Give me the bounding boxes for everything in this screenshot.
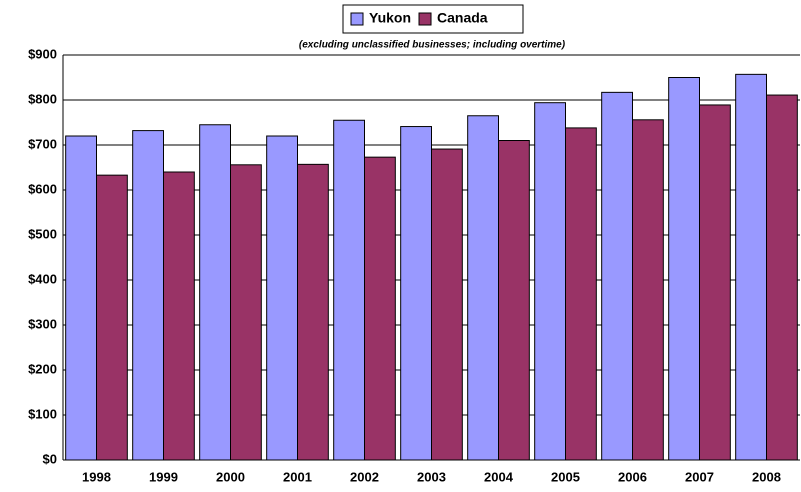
x-tick-label: 1999 [149, 469, 178, 484]
bar [96, 174, 128, 461]
x-tick-label: 2005 [551, 469, 580, 484]
bar [735, 73, 767, 461]
bar [668, 77, 700, 461]
legend-swatch [350, 12, 364, 26]
bar [400, 126, 432, 461]
y-tick-label: $900 [28, 46, 57, 61]
bar [766, 94, 798, 461]
bar [699, 104, 731, 461]
y-tick-label: $800 [28, 91, 57, 106]
bar [632, 119, 664, 461]
legend-label: Yukon [369, 10, 411, 26]
y-tick-label: $600 [28, 181, 57, 196]
bar [266, 135, 298, 461]
x-tick-label: 2008 [752, 469, 781, 484]
legend-swatch [418, 12, 432, 26]
y-tick-label: $100 [28, 406, 57, 421]
x-tick-label: 2001 [283, 469, 312, 484]
bar [199, 124, 231, 461]
bar [565, 127, 597, 461]
x-tick-label: 1998 [82, 469, 111, 484]
bar [498, 140, 530, 461]
x-tick-label: 2006 [618, 469, 647, 484]
y-tick-label: $700 [28, 136, 57, 151]
legend-box [342, 4, 524, 34]
x-tick-label: 2000 [216, 469, 245, 484]
x-tick-label: 2007 [685, 469, 714, 484]
y-tick-label: $200 [28, 361, 57, 376]
bar [534, 102, 566, 461]
bar [333, 119, 365, 461]
y-tick-label: $0 [43, 451, 57, 466]
bar [230, 164, 262, 461]
legend-label: Canada [437, 10, 488, 26]
bar [467, 115, 499, 461]
bar [65, 135, 97, 461]
bar [601, 91, 633, 461]
x-tick-label: 2003 [417, 469, 446, 484]
y-tick-label: $300 [28, 316, 57, 331]
y-tick-label: $400 [28, 271, 57, 286]
bar [132, 130, 164, 461]
chart-subtitle: (excluding unclassified businesses; incl… [299, 40, 566, 51]
bar [297, 163, 329, 461]
bar [364, 156, 396, 461]
x-tick-label: 2004 [484, 469, 514, 484]
y-tick-label: $500 [28, 226, 57, 241]
bar [431, 148, 463, 461]
x-tick-label: 2002 [350, 469, 379, 484]
bar [163, 171, 195, 461]
